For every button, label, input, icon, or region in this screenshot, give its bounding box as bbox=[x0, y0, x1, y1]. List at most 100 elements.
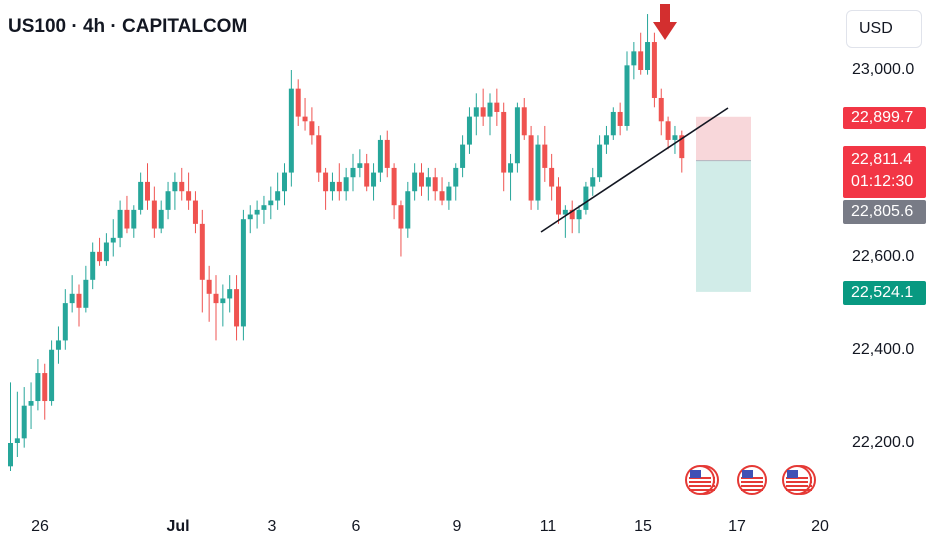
candle-body bbox=[521, 107, 527, 136]
candle bbox=[268, 186, 274, 220]
candle bbox=[42, 363, 48, 420]
target-price-badge: 22,524.1 bbox=[843, 281, 926, 305]
candle bbox=[412, 163, 418, 201]
candle bbox=[446, 181, 452, 210]
candle bbox=[473, 93, 479, 136]
candle bbox=[329, 172, 335, 201]
candle bbox=[569, 200, 575, 234]
candle-body bbox=[323, 172, 329, 192]
candle bbox=[110, 219, 116, 257]
candle-body bbox=[35, 373, 41, 402]
y-tick: 23,000.0 bbox=[852, 61, 915, 78]
candle bbox=[343, 167, 349, 201]
candle-body bbox=[90, 251, 96, 280]
candle bbox=[240, 209, 246, 341]
candle bbox=[55, 326, 61, 364]
candle bbox=[62, 289, 68, 350]
candle-body bbox=[583, 186, 589, 210]
candle bbox=[151, 186, 157, 238]
candle bbox=[316, 125, 322, 182]
drawings bbox=[540, 4, 729, 233]
candle-body bbox=[295, 88, 301, 117]
candle-body bbox=[69, 293, 75, 304]
candle bbox=[603, 125, 609, 154]
down-arrow-marker bbox=[653, 4, 677, 40]
us-flag-icon bbox=[737, 465, 767, 495]
candle bbox=[192, 191, 198, 234]
candle bbox=[521, 97, 527, 140]
candle bbox=[419, 163, 424, 196]
candle-body bbox=[597, 144, 603, 178]
candle bbox=[295, 79, 301, 126]
candle bbox=[425, 167, 431, 201]
candle-body bbox=[453, 167, 459, 187]
candle-body bbox=[617, 111, 623, 126]
candle bbox=[364, 153, 370, 192]
candle bbox=[480, 88, 486, 126]
flag-stripe bbox=[786, 489, 808, 491]
current-price: 22,811.4 bbox=[851, 151, 913, 168]
candle bbox=[323, 167, 329, 210]
x-tick: 3 bbox=[267, 518, 277, 535]
flag-stripe bbox=[786, 481, 808, 483]
us-flag-icon bbox=[782, 465, 812, 495]
candle-body bbox=[103, 242, 109, 262]
candle-body bbox=[576, 209, 582, 220]
candle-body bbox=[514, 107, 520, 164]
candle-body bbox=[350, 167, 356, 178]
candle-body bbox=[192, 200, 198, 224]
candle bbox=[179, 167, 185, 201]
candle-body bbox=[275, 191, 281, 201]
candle-body bbox=[508, 163, 514, 173]
candle-body bbox=[254, 209, 260, 215]
candle bbox=[562, 205, 568, 238]
candle-body bbox=[480, 107, 486, 117]
currency-button[interactable]: USD bbox=[846, 10, 922, 48]
candle bbox=[282, 163, 287, 206]
candle bbox=[610, 107, 616, 140]
candle-body bbox=[206, 279, 212, 294]
candle-body bbox=[97, 251, 103, 262]
y-tick: 22,200.0 bbox=[852, 434, 915, 451]
candle-body bbox=[460, 144, 466, 168]
candle-body bbox=[672, 135, 678, 140]
candle bbox=[261, 195, 267, 224]
candle bbox=[439, 177, 445, 206]
candle-body bbox=[124, 209, 130, 229]
flag-stripe bbox=[741, 489, 763, 491]
candle-body bbox=[28, 401, 34, 406]
candle bbox=[69, 275, 75, 313]
x-tick: 20 bbox=[811, 518, 829, 535]
candle-body bbox=[651, 42, 657, 98]
candle-body bbox=[227, 289, 233, 299]
candle bbox=[631, 42, 637, 80]
candle-body bbox=[610, 111, 616, 136]
candle bbox=[617, 102, 623, 136]
chart-title: US100 · 4h · CAPITALCOM bbox=[8, 16, 248, 37]
candle-body bbox=[419, 172, 424, 187]
x-tick: 15 bbox=[634, 518, 652, 535]
candle bbox=[453, 163, 459, 201]
candle bbox=[535, 135, 541, 210]
candle-body bbox=[131, 209, 137, 229]
candle-body bbox=[679, 135, 685, 159]
candle bbox=[590, 167, 596, 196]
candle-body bbox=[487, 102, 493, 117]
x-tick: 26 bbox=[31, 518, 49, 535]
candle-body bbox=[603, 135, 609, 145]
candle-body bbox=[569, 209, 575, 220]
candle-body bbox=[631, 51, 637, 66]
candle-body bbox=[240, 219, 246, 327]
x-tick: 9 bbox=[452, 518, 462, 535]
candle bbox=[49, 340, 55, 406]
candle bbox=[466, 107, 472, 154]
candle bbox=[501, 102, 507, 192]
candle bbox=[117, 200, 123, 248]
candle-body bbox=[549, 167, 555, 187]
flag-stripe bbox=[741, 485, 763, 487]
candle-body bbox=[556, 186, 561, 215]
candle bbox=[158, 200, 164, 234]
candles bbox=[8, 14, 685, 471]
candle bbox=[405, 181, 411, 238]
